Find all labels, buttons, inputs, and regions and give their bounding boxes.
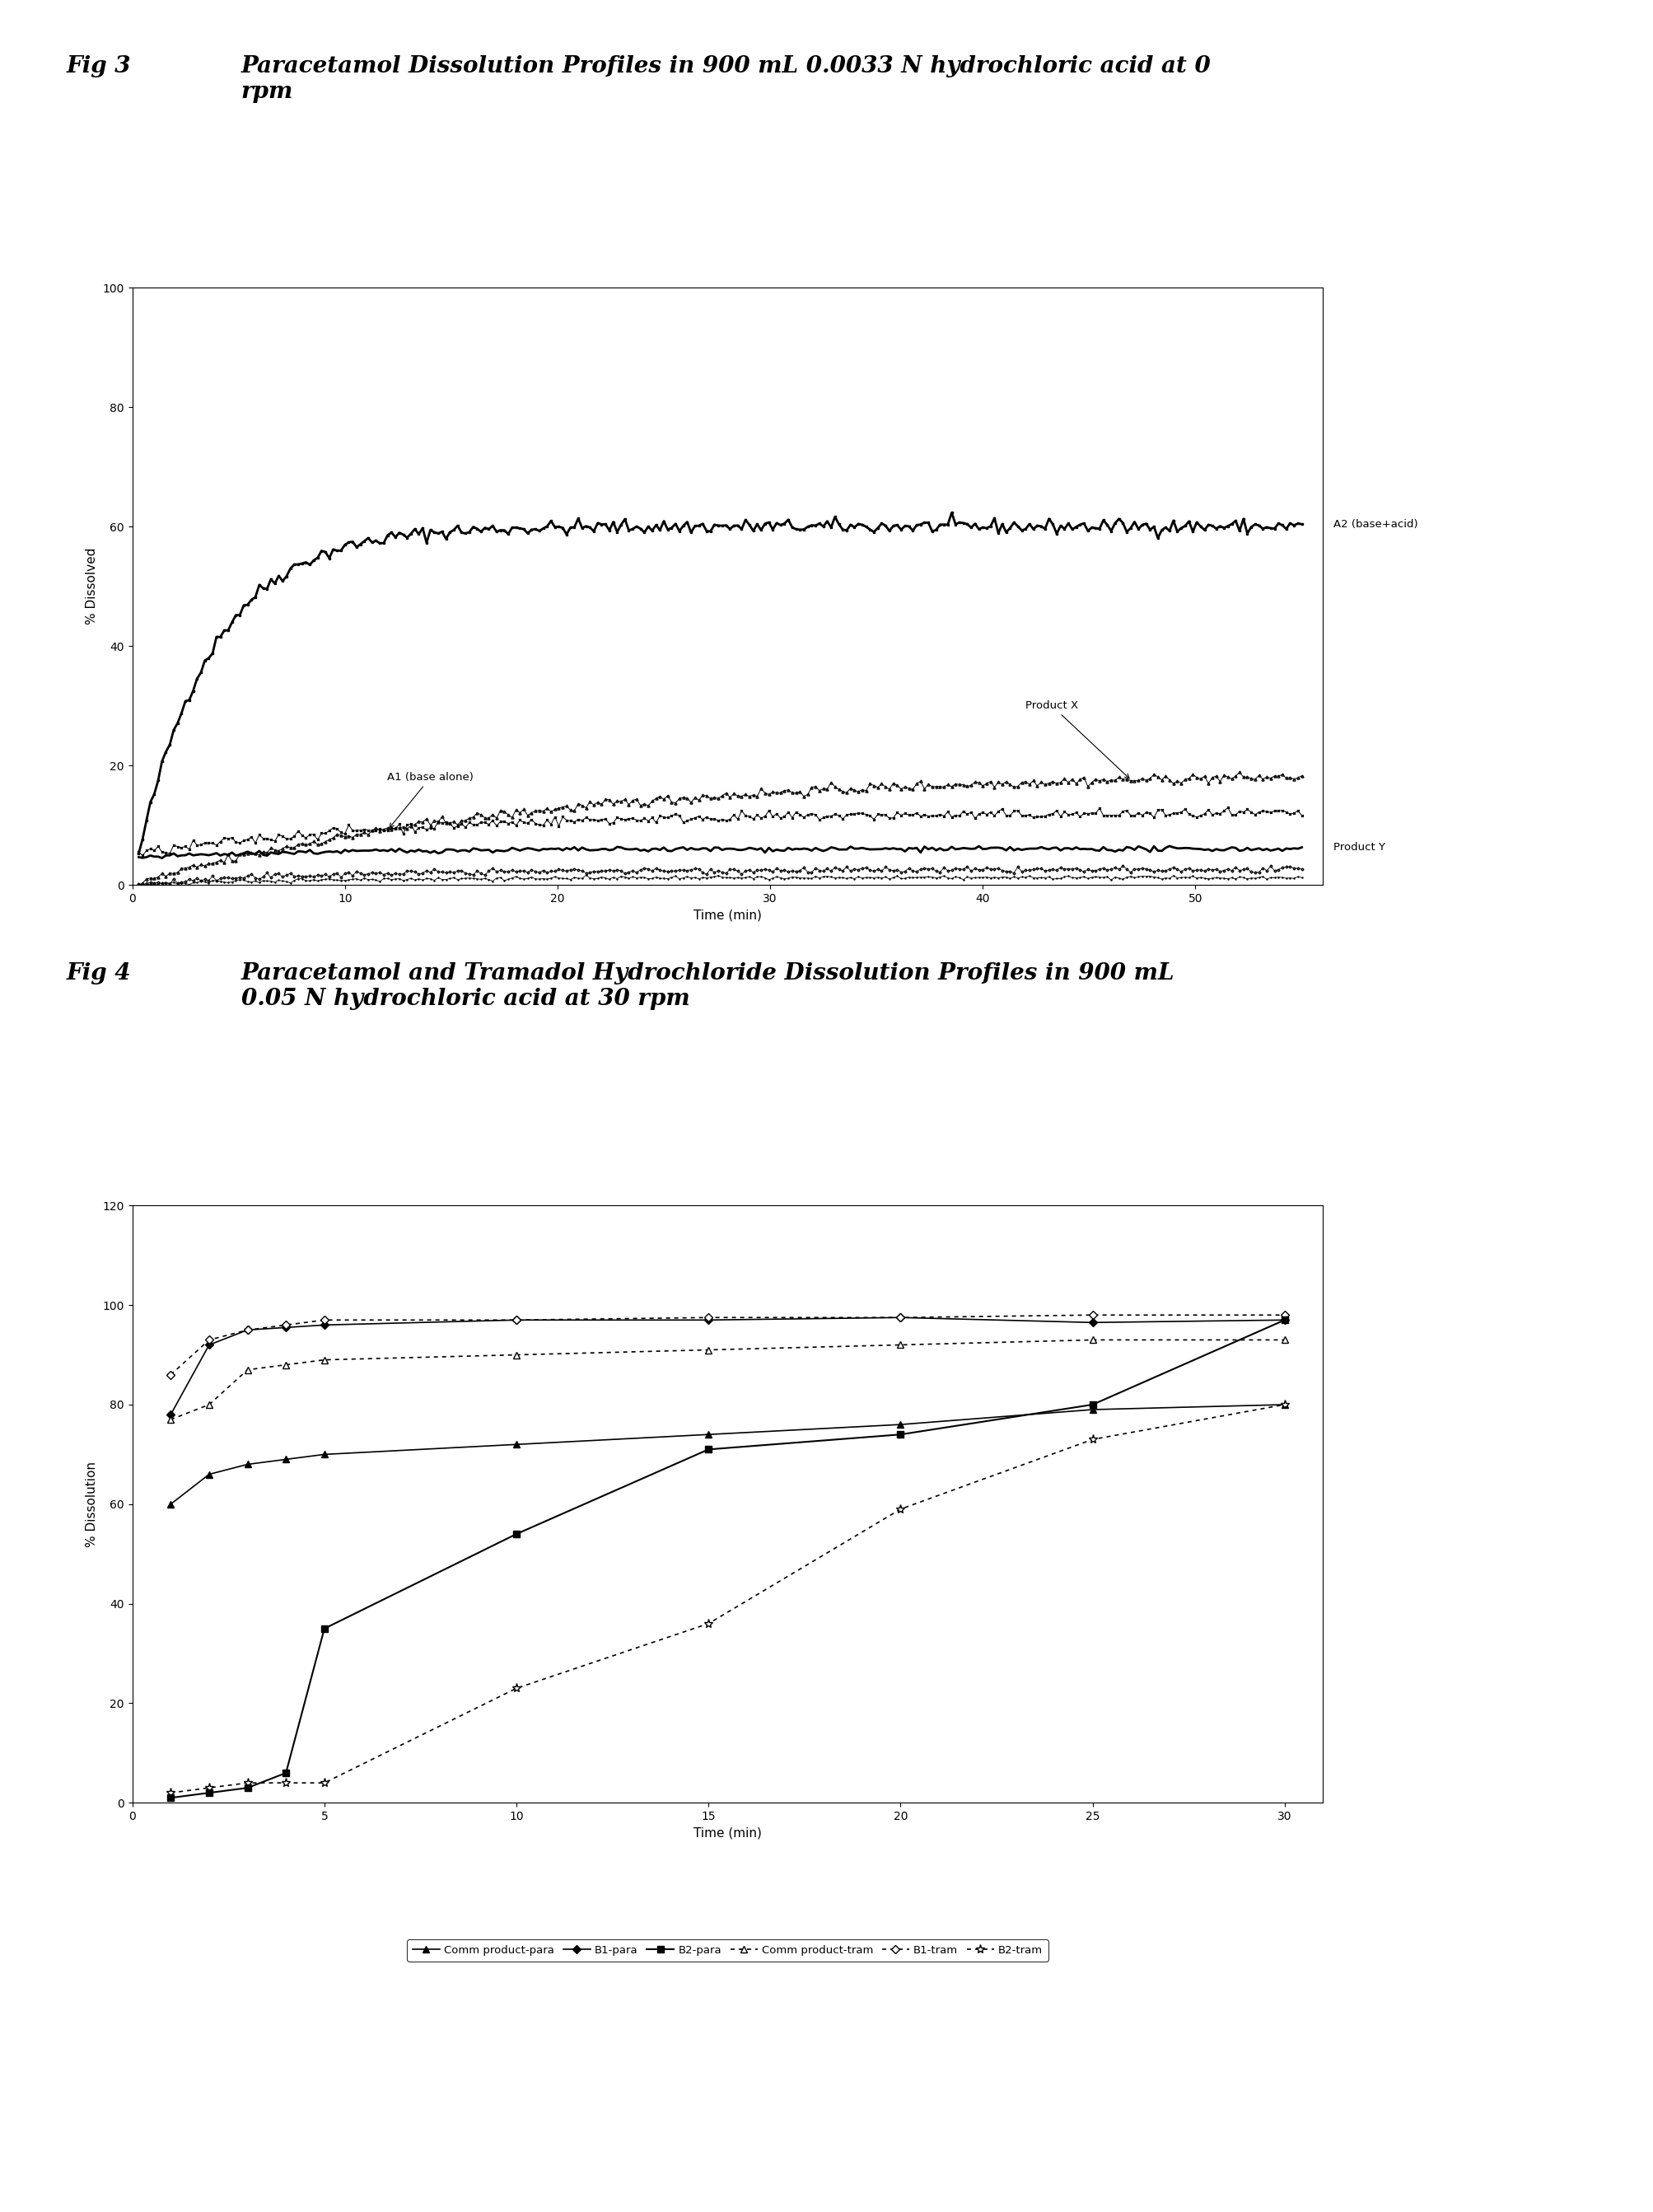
Text: A2 (base+acid): A2 (base+acid) — [1332, 520, 1418, 529]
Line: B2-tram: B2-tram — [165, 1400, 1289, 1798]
B2-tram — [1274, 1391, 1294, 1418]
B2-tram — [698, 1610, 717, 1637]
B1-tram — [891, 1305, 911, 1332]
X-axis label: Time (min): Time (min) — [693, 1827, 762, 1838]
Line: B2-para: B2-para — [167, 1316, 1288, 1801]
Text: Fig 3: Fig 3 — [66, 55, 131, 77]
Comm product-tram — [1274, 1327, 1294, 1354]
B1-para — [698, 1307, 717, 1334]
Comm product-tram — [698, 1336, 717, 1363]
B1-para — [506, 1307, 526, 1334]
B1-tram — [698, 1305, 717, 1332]
Comm product-para — [698, 1422, 717, 1449]
Comm product-tram — [160, 1407, 180, 1433]
B2-tram — [1083, 1427, 1103, 1453]
B1-para — [198, 1332, 218, 1358]
Comm product-para — [160, 1491, 180, 1517]
B1-para — [314, 1312, 334, 1338]
Line: B1-para: B1-para — [167, 1314, 1288, 1418]
Line: Comm product-para: Comm product-para — [167, 1400, 1288, 1509]
Legend: Comm product-para, B1-para, B2-para, Comm product-tram, B1-tram, B2-tram: Comm product-para, B1-para, B2-para, Com… — [407, 1940, 1048, 1962]
B2-para — [506, 1522, 526, 1548]
B2-tram — [276, 1770, 296, 1796]
B2-tram — [238, 1770, 258, 1796]
Text: Paracetamol and Tramadol Hydrochloride Dissolution Profiles in 900 mL
0.05 N hyd: Paracetamol and Tramadol Hydrochloride D… — [241, 962, 1174, 1011]
Line: B1-tram: B1-tram — [167, 1312, 1288, 1378]
B1-tram — [160, 1360, 180, 1389]
X-axis label: Time (min): Time (min) — [693, 909, 762, 920]
B1-tram — [238, 1316, 258, 1343]
Comm product-tram — [276, 1352, 296, 1378]
Comm product-para — [1083, 1396, 1103, 1422]
Comm product-para — [198, 1462, 218, 1489]
B2-para — [198, 1778, 218, 1805]
Comm product-tram — [506, 1340, 526, 1367]
B2-tram — [198, 1774, 218, 1801]
B2-para — [1083, 1391, 1103, 1418]
Text: A1 (base alone): A1 (base alone) — [387, 772, 474, 827]
B1-para — [276, 1314, 296, 1340]
B2-para — [891, 1422, 911, 1449]
Comm product-para — [506, 1431, 526, 1458]
Comm product-tram — [314, 1347, 334, 1374]
B1-para — [891, 1305, 911, 1332]
Text: Paracetamol Dissolution Profiles in 900 mL 0.0033 N hydrochloric acid at 0
rpm: Paracetamol Dissolution Profiles in 900 … — [241, 55, 1210, 104]
B1-tram — [276, 1312, 296, 1338]
B1-para — [1083, 1310, 1103, 1336]
Comm product-tram — [891, 1332, 911, 1358]
Y-axis label: % Dissolution: % Dissolution — [86, 1462, 98, 1546]
B1-tram — [1274, 1301, 1294, 1327]
Y-axis label: % Dissolved: % Dissolved — [86, 549, 98, 624]
Text: Fig 4: Fig 4 — [66, 962, 131, 984]
B1-tram — [1083, 1301, 1103, 1327]
B2-para — [1274, 1307, 1294, 1334]
B1-tram — [198, 1327, 218, 1354]
Comm product-tram — [1083, 1327, 1103, 1354]
B1-para — [238, 1316, 258, 1343]
Comm product-para — [891, 1411, 911, 1438]
Text: Product X: Product X — [1025, 701, 1129, 779]
Line: Comm product-tram: Comm product-tram — [167, 1336, 1288, 1422]
B1-para — [1274, 1307, 1294, 1334]
B1-tram — [506, 1307, 526, 1334]
Comm product-para — [314, 1442, 334, 1469]
Comm product-tram — [238, 1356, 258, 1382]
B2-tram — [891, 1495, 911, 1522]
B2-para — [160, 1785, 180, 1812]
Comm product-para — [1274, 1391, 1294, 1418]
B2-para — [698, 1436, 717, 1462]
B2-para — [314, 1615, 334, 1641]
B2-para — [276, 1761, 296, 1787]
B2-tram — [314, 1770, 334, 1796]
Comm product-tram — [198, 1391, 218, 1418]
Comm product-para — [238, 1451, 258, 1478]
Text: Product Y: Product Y — [1332, 843, 1385, 852]
B1-tram — [314, 1307, 334, 1334]
B2-para — [238, 1774, 258, 1801]
B2-tram — [160, 1778, 180, 1805]
Comm product-para — [276, 1447, 296, 1473]
B2-tram — [506, 1674, 526, 1701]
B1-para — [160, 1402, 180, 1429]
